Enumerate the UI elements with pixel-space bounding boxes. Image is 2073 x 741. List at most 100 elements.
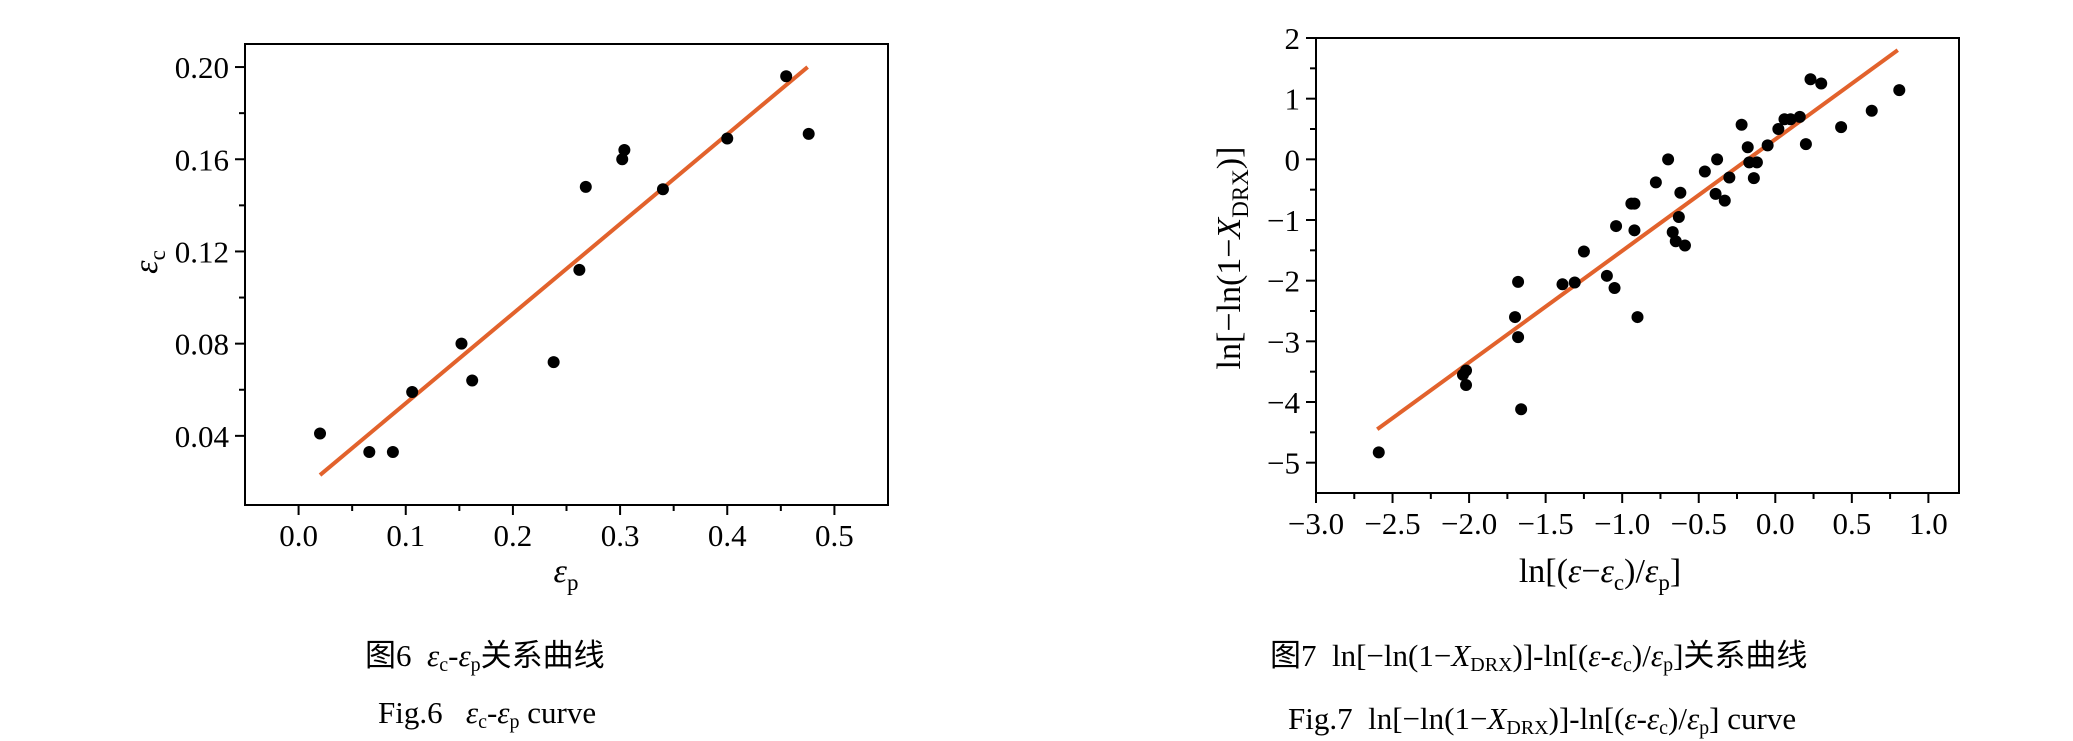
data-point — [1804, 73, 1817, 86]
data-point — [363, 445, 376, 458]
y-axis-label: ln[−ln(1−XDRX)] — [1211, 147, 1253, 370]
data-point — [1865, 104, 1878, 117]
x-tick-label: 0.4 — [708, 518, 747, 553]
fit-line — [1376, 48, 1899, 431]
figure-6-caption-en: Fig.6 εc-εp curve — [378, 695, 597, 733]
data-point — [1460, 364, 1473, 377]
data-point — [1662, 153, 1675, 166]
y-tick-label: 2 — [1285, 21, 1301, 56]
y-tick-label: 0 — [1285, 142, 1301, 177]
data-point — [721, 132, 734, 145]
x-tick-label: −1.5 — [1518, 506, 1574, 541]
x-tick-label: 0.3 — [601, 518, 640, 553]
x-tick-label: 0.2 — [494, 518, 533, 553]
y-tick-label: 0.20 — [175, 50, 229, 85]
figure-6-caption-cn: 图6 εc-εp关系曲线 — [365, 638, 605, 676]
data-point — [1711, 153, 1724, 166]
x-axis-label: ln[(ε−εc)/εp] — [1519, 553, 1681, 595]
x-tick-label: −2.5 — [1364, 506, 1420, 541]
data-point — [1698, 165, 1711, 178]
y-tick-label: −4 — [1267, 385, 1300, 420]
data-point — [1628, 197, 1641, 210]
data-points-group — [1372, 73, 1906, 459]
figure-7-caption-en: Fig.7 ln[−ln(1−XDRX)]-ln[(ε-εc)/εp] curv… — [1288, 701, 1797, 739]
x-tick-label: 0.1 — [386, 518, 425, 553]
data-point — [1556, 278, 1569, 291]
x-axis-label: εp — [554, 553, 579, 595]
data-point — [386, 445, 399, 458]
y-tick-label: 0.12 — [175, 234, 229, 269]
data-point — [1600, 269, 1613, 282]
data-point — [406, 386, 419, 399]
data-point — [1628, 224, 1641, 237]
plot-frame — [1315, 37, 1960, 494]
data-point — [1372, 446, 1385, 459]
x-axis-ticks: −3.0 −2.5 −2.0 −1.5 −1.0 −0.5 0.0 0.5 1.0 — [1288, 493, 1948, 541]
data-point — [1509, 311, 1522, 324]
data-point — [1669, 235, 1682, 248]
data-point — [1515, 403, 1528, 416]
y-tick-label: −5 — [1267, 446, 1300, 481]
x-tick-label: 0.5 — [1832, 506, 1871, 541]
data-points-group — [314, 70, 815, 458]
data-point — [1750, 156, 1763, 169]
data-point — [1772, 123, 1785, 135]
data-point — [573, 263, 586, 276]
data-point — [802, 127, 815, 140]
data-point — [1784, 113, 1797, 126]
data-point — [780, 70, 793, 83]
y-tick-label: 1 — [1285, 82, 1301, 117]
data-point — [1709, 187, 1722, 200]
data-point — [618, 144, 631, 157]
data-point — [1512, 331, 1525, 344]
data-point — [1718, 194, 1731, 207]
data-point — [314, 427, 327, 440]
y-axis-ticks: −5 −4 −3 −2 −1 0 1 2 — [1267, 21, 1316, 481]
data-point — [1631, 311, 1644, 324]
data-point — [1761, 139, 1774, 152]
data-point — [1568, 276, 1581, 289]
x-tick-label: −1.0 — [1594, 506, 1650, 541]
data-point — [1674, 186, 1687, 199]
x-tick-label: 1.0 — [1909, 506, 1948, 541]
data-point — [616, 153, 629, 166]
data-point — [1747, 172, 1760, 185]
x-tick-label: −0.5 — [1671, 506, 1727, 541]
x-tick-label: −3.0 — [1288, 506, 1344, 541]
data-point — [1608, 281, 1621, 294]
data-point — [1835, 121, 1848, 134]
x-tick-label: 0.0 — [1756, 506, 1795, 541]
y-tick-label: −1 — [1267, 203, 1300, 238]
data-point — [1672, 210, 1685, 223]
data-point — [1893, 84, 1906, 97]
data-point — [1741, 141, 1754, 154]
y-axis-ticks: 0.04 0.08 0.12 0.16 0.20 — [175, 50, 245, 454]
data-point — [1610, 220, 1623, 233]
y-tick-label: 0.08 — [175, 327, 229, 362]
data-point — [1649, 176, 1662, 189]
y-axis-label: εc — [128, 250, 170, 274]
x-tick-label: −2.0 — [1441, 506, 1497, 541]
data-point — [1793, 110, 1806, 123]
x-tick-label: 0.5 — [815, 518, 854, 553]
y-tick-label: 0.04 — [175, 419, 230, 454]
y-tick-label: −3 — [1267, 324, 1300, 359]
data-point — [1512, 275, 1525, 288]
data-point — [656, 183, 669, 196]
x-tick-label: 0.0 — [279, 518, 318, 553]
x-axis-ticks: 0.0 0.1 0.2 0.3 0.4 0.5 — [279, 505, 854, 553]
data-point — [466, 374, 479, 387]
fit-line-group — [1376, 48, 1899, 431]
data-point — [1723, 171, 1736, 184]
data-point — [1735, 118, 1748, 131]
figure-7-caption-cn: 图7 ln[−ln(1−XDRX)]-ln[(ε-εc)/εp]关系曲线 — [1270, 638, 1808, 676]
data-point — [1678, 239, 1691, 252]
y-tick-label: −2 — [1267, 264, 1300, 299]
y-tick-label: 0.16 — [175, 142, 229, 177]
data-point — [1666, 226, 1679, 239]
data-point — [1577, 245, 1590, 258]
data-point — [1815, 77, 1828, 90]
data-point — [547, 356, 560, 369]
